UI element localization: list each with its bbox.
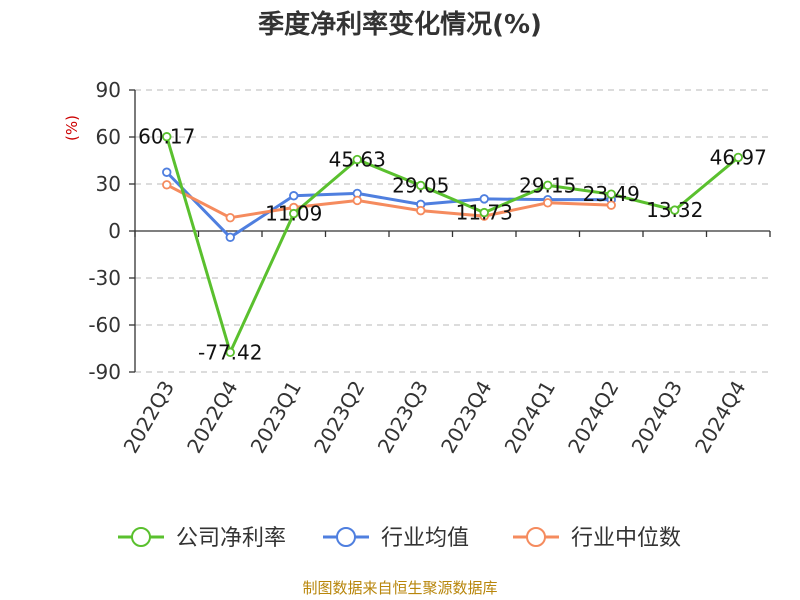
- x-tick-label: 2023Q3: [373, 377, 433, 458]
- data-label: 29.15: [519, 173, 576, 197]
- data-point: [670, 205, 680, 215]
- legend-swatch-marker: [526, 527, 546, 547]
- series-lines: [162, 132, 743, 357]
- x-tick-label: 2024Q3: [627, 377, 687, 458]
- x-tick-label: 2022Q4: [182, 377, 242, 458]
- data-point: [225, 232, 235, 242]
- legend-swatch-marker: [336, 527, 356, 547]
- x-tick-label: 2023Q1: [246, 377, 306, 458]
- data-point: [606, 189, 616, 199]
- data-label: 13.32: [646, 198, 703, 222]
- data-point: [225, 212, 235, 223]
- x-tick-label: 2023Q2: [309, 377, 369, 458]
- legend: 公司净利率 行业均值 行业中位数: [118, 526, 681, 551]
- x-tick-label: 2024Q4: [690, 377, 750, 458]
- data-point: [479, 194, 489, 204]
- legend-label: 行业均值: [381, 526, 469, 551]
- data-point: [289, 191, 299, 201]
- data-label: 45.63: [329, 148, 386, 172]
- data-label: -77.42: [198, 340, 262, 364]
- data-point: [352, 154, 362, 165]
- data-point: [416, 180, 426, 191]
- x-tick-label: 2024Q1: [500, 377, 560, 458]
- data-label: 29.05: [392, 173, 449, 197]
- series-line: [166, 183, 612, 220]
- y-tick-label: 60: [96, 125, 121, 149]
- y-tick-label: -60: [88, 313, 121, 337]
- y-axis-label: (%): [63, 115, 81, 141]
- x-tick-label: 2024Q2: [563, 377, 623, 458]
- data-point: [606, 200, 616, 210]
- x-tick-label: 2022Q3: [119, 377, 179, 458]
- data-point: [225, 347, 235, 357]
- legend-label: 行业中位数: [571, 526, 681, 551]
- data-point: [479, 207, 489, 218]
- data-point: [543, 198, 553, 208]
- data-point: [289, 208, 299, 219]
- chart-title: 季度净利率变化情况(%): [258, 9, 542, 40]
- grid: [135, 89, 770, 373]
- data-point: [733, 152, 743, 163]
- series-line: [165, 136, 740, 354]
- y-tick-label: -30: [88, 266, 121, 290]
- data-label: 60.17: [138, 125, 195, 149]
- y-tick-label: 30: [96, 172, 121, 196]
- data-label: 11.73: [456, 201, 513, 225]
- data-label: 11.09: [265, 202, 322, 226]
- legend-swatch-marker: [131, 527, 151, 547]
- data-point: [162, 167, 172, 177]
- y-tick-label: 90: [96, 78, 121, 102]
- data-label: 46.97: [710, 145, 767, 169]
- data-point: [416, 205, 426, 216]
- legend-label: 公司净利率: [176, 526, 286, 551]
- data-point: [162, 180, 172, 190]
- y-tick-label: 0: [108, 219, 121, 243]
- data-point: [352, 195, 362, 206]
- y-tick-label: -90: [88, 360, 121, 384]
- series-line: [165, 171, 612, 239]
- data-point: [162, 132, 172, 142]
- x-tick-label: 2023Q4: [436, 377, 496, 458]
- data-label: 23.49: [583, 182, 640, 206]
- data-point: [543, 180, 553, 191]
- data-source-note: 制图数据来自恒生聚源数据库: [302, 579, 497, 597]
